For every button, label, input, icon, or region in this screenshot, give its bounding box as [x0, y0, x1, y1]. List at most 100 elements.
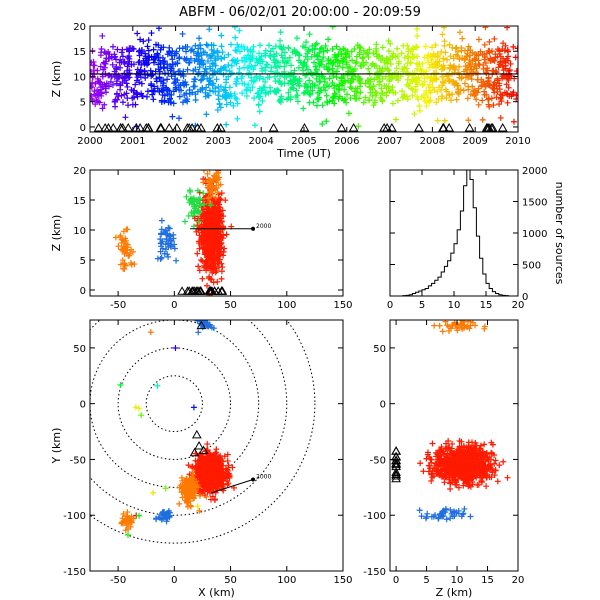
- time-height-point: [227, 41, 234, 48]
- plan-view-point: [123, 512, 130, 519]
- time-height-point: [256, 56, 263, 63]
- x-z-point: [121, 260, 128, 267]
- time-height-point: [303, 39, 310, 46]
- x-z-point: [202, 196, 209, 203]
- time-height-point: [504, 99, 511, 106]
- x-z-point: [219, 226, 226, 233]
- x-z-point: [210, 267, 217, 274]
- time-height-point: [149, 71, 156, 78]
- time-height-point: [203, 41, 210, 48]
- time-height-point: [292, 94, 299, 101]
- time-height-point: [495, 64, 502, 71]
- time-height-point: [398, 88, 405, 95]
- time-height-point: [440, 55, 447, 62]
- time-height-point: [305, 48, 312, 55]
- time-height-point: [252, 62, 259, 69]
- time-height-point: [245, 71, 252, 78]
- height-histogram-step-line: [390, 169, 518, 297]
- x-z-point: [181, 218, 188, 225]
- time-height-point: [196, 61, 203, 68]
- x-z-point: [205, 177, 212, 184]
- plan-view-point: [213, 449, 220, 456]
- time-height-point: [310, 99, 317, 106]
- time-height-point: [97, 52, 104, 59]
- height-histogram-xtick-label: 15: [480, 300, 493, 311]
- plan-view-point: [196, 507, 203, 514]
- time-height-point: [479, 97, 486, 104]
- z-y-point: [452, 451, 459, 458]
- plan-view-point: [224, 473, 231, 480]
- time-height-point: [231, 26, 238, 31]
- time-height-point: [420, 81, 427, 88]
- time-height-point: [356, 75, 363, 82]
- time-height-point: [319, 102, 326, 109]
- time-height-point: [145, 53, 152, 60]
- x-z-point: [117, 261, 124, 268]
- time-height-point: [278, 95, 285, 102]
- z-y-point: [461, 462, 468, 469]
- time-height-point: [482, 83, 489, 90]
- time-height-point: [336, 93, 343, 100]
- time-height-point: [370, 102, 377, 109]
- z-y-ytick-label: 50: [373, 344, 386, 355]
- time-height-point: [149, 91, 156, 98]
- z-y-point: [458, 438, 465, 445]
- time-height-point: [177, 72, 184, 79]
- plan-view-track-label: 2000: [256, 474, 271, 481]
- time-height-point: [196, 35, 203, 42]
- x-z-point: [200, 190, 207, 197]
- height-histogram-xtick-label: 20: [512, 300, 525, 311]
- time-height-point: [485, 96, 492, 103]
- x-z-point: [204, 259, 211, 266]
- x-z-station-marker: [195, 286, 206, 295]
- time-height-point: [216, 100, 223, 107]
- plan-view-station-marker: [198, 445, 209, 455]
- z-y-point: [449, 440, 456, 447]
- time-height-point: [404, 96, 411, 103]
- z-y-ytick-label: -100: [363, 511, 386, 522]
- time-height-xtick-label: 2005: [291, 136, 316, 147]
- time-height-point: [260, 76, 267, 83]
- z-y-point: [482, 472, 489, 479]
- time-height-point: [250, 43, 257, 50]
- time-height-point: [196, 41, 203, 48]
- plan-view-point: [200, 486, 207, 493]
- z-y-point: [448, 454, 455, 461]
- time-height-point: [348, 48, 355, 55]
- time-height-point: [481, 88, 488, 95]
- time-height-point: [323, 92, 330, 99]
- x-z-point: [158, 254, 165, 261]
- time-height-point: [113, 66, 120, 73]
- time-height-point: [216, 88, 223, 95]
- time-height-point: [246, 56, 253, 63]
- time-height-point: [151, 83, 158, 90]
- time-height-point: [92, 80, 99, 87]
- x-z-point: [210, 279, 217, 286]
- time-height-point: [210, 48, 217, 55]
- time-height-point: [154, 51, 161, 58]
- plan-view-frame: [89, 319, 344, 572]
- time-height-point: [468, 76, 475, 83]
- x-z-ytick-label: 0: [80, 286, 86, 297]
- time-height-point: [223, 121, 230, 128]
- time-height-point: [184, 98, 191, 105]
- z-y-point: [469, 449, 476, 456]
- time-height-point: [474, 89, 481, 96]
- time-height-point: [491, 79, 498, 86]
- z-y-point: [456, 473, 463, 480]
- time-height-point: [462, 63, 469, 70]
- time-height-point: [330, 94, 337, 101]
- x-z-point: [215, 201, 222, 208]
- time-height-point: [210, 42, 217, 49]
- time-height-point: [443, 94, 450, 101]
- plan-view-point: [120, 520, 127, 527]
- plan-view-point: [183, 475, 190, 482]
- x-z-point: [161, 250, 168, 257]
- time-height-station-marker: [172, 122, 182, 132]
- time-height-point: [344, 91, 351, 98]
- time-height-point: [383, 92, 390, 99]
- plan-view-point: [191, 495, 198, 502]
- time-height-point: [343, 54, 350, 61]
- time-height-point: [256, 108, 263, 115]
